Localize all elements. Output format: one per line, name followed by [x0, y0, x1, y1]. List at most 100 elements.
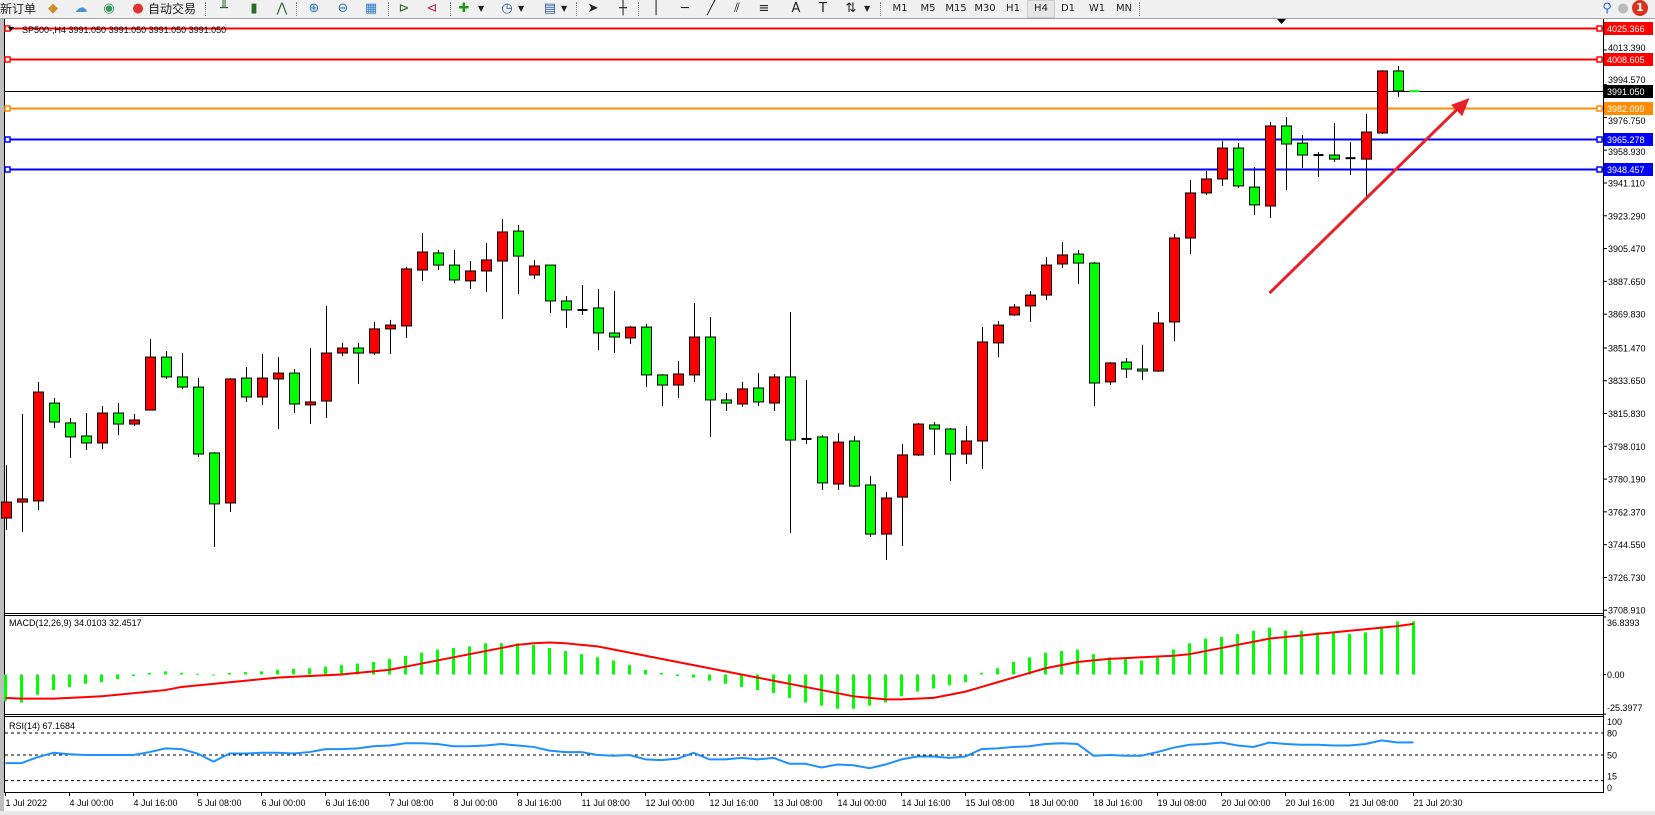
auto-trading-button[interactable]: 自动交易	[148, 2, 197, 16]
line-handle[interactable]	[1596, 56, 1603, 63]
candle-body	[865, 484, 876, 535]
chart-menu-triangle-icon[interactable]	[8, 27, 14, 31]
indicators-icon[interactable]: ✚	[458, 1, 470, 16]
candle	[65, 417, 76, 458]
notification-icon[interactable]: ●	[1617, 1, 1629, 16]
new-order-button[interactable]: 新订单	[0, 2, 37, 16]
line-handle[interactable]	[4, 105, 11, 112]
line-handle[interactable]	[1596, 105, 1603, 112]
candle-body	[129, 419, 140, 425]
macd-histogram-bar	[564, 651, 567, 675]
candle	[1313, 152, 1324, 177]
timeframe-mn[interactable]: MN	[1115, 3, 1133, 14]
timeframe-w1[interactable]: W1	[1088, 3, 1106, 14]
candle-body	[1105, 362, 1116, 383]
price-label-box	[1604, 22, 1653, 35]
macd-histogram-bar	[484, 643, 487, 675]
periods-icon[interactable]: ◷	[501, 1, 513, 16]
timeframe-m5[interactable]: M5	[920, 3, 936, 14]
timeframe-h1[interactable]: H1	[1006, 3, 1020, 14]
timeframe-d1[interactable]: D1	[1060, 3, 1076, 14]
price-axis[interactable]: 4013.390 3994.570 3976.750 3958.930 3941.110…	[1603, 43, 1646, 616]
chart-shift-marker-icon[interactable]	[1277, 19, 1286, 24]
chart-shift-icon[interactable]: ⊲	[426, 1, 438, 16]
equidistant-channel-icon[interactable]: ⫽	[734, 1, 740, 16]
templates-dropdown-icon[interactable]: ▼	[561, 4, 568, 13]
macd-histogram-bar	[612, 660, 615, 675]
text-icon[interactable]: A	[791, 1, 801, 16]
macd-histogram-bar	[884, 674, 887, 703]
candlestick-icon[interactable]: ▮	[250, 1, 258, 16]
arrow-head-icon[interactable]	[1451, 98, 1470, 117]
cursor-icon[interactable]: ➤	[587, 1, 599, 16]
rsi-axis-label: 0	[1607, 783, 1612, 793]
signals-icon[interactable]: ◉	[103, 1, 115, 16]
line-chart-icon[interactable]: ⋀	[276, 1, 288, 16]
candle	[321, 305, 332, 418]
candle	[1377, 70, 1388, 135]
candle-body	[497, 231, 508, 262]
candle	[193, 378, 204, 457]
candle	[865, 475, 876, 538]
candle	[1249, 167, 1260, 216]
macd-histogram-bar	[708, 674, 711, 681]
candle	[449, 249, 460, 284]
candle-body	[1393, 70, 1404, 92]
timeframe-m30[interactable]: M30	[974, 3, 996, 14]
zoom-out-icon[interactable]: ⊖	[337, 1, 349, 16]
trendline-icon[interactable]: ╱	[707, 1, 715, 16]
arrows-dropdown-icon[interactable]: ▼	[864, 4, 871, 13]
crosshair-icon[interactable]: ┼	[619, 1, 627, 16]
search-icon[interactable]: ⚲	[1602, 1, 1612, 16]
macd-histogram-bar	[516, 643, 519, 675]
line-handle[interactable]	[1596, 25, 1603, 32]
horizontal-line-icon[interactable]: ─	[681, 1, 689, 16]
line-handle[interactable]	[1596, 136, 1603, 143]
arrows-icon[interactable]: ⇅	[845, 1, 857, 16]
timeframe-m15[interactable]: M15	[945, 3, 967, 14]
vertical-line-icon[interactable]: │	[652, 1, 660, 16]
time-label: 14 Jul 16:00	[902, 798, 951, 808]
periods-dropdown-icon[interactable]: ▼	[518, 4, 525, 13]
candle	[113, 403, 124, 436]
autoscroll-icon[interactable]: ⊳	[398, 1, 410, 16]
time-axis[interactable]: 1 Jul 2022 4 Jul 00:00 4 Jul 16:00 5 Jul 08…	[5, 792, 1463, 808]
timeframe-h4[interactable]: H4	[1027, 0, 1055, 18]
tile-windows-icon[interactable]: ▦	[364, 1, 378, 16]
candle-body	[465, 270, 476, 282]
timeframe-m1[interactable]: M1	[892, 3, 908, 14]
line-handle[interactable]	[4, 166, 11, 173]
templates-icon[interactable]: ▤	[543, 1, 557, 16]
arrow-line[interactable]	[1268, 103, 1463, 295]
auto-trading-icon[interactable]: ●	[132, 1, 144, 16]
price-label: 4025.366	[1607, 24, 1645, 34]
candle-body	[705, 336, 716, 401]
macd-histogram-bar	[1364, 632, 1367, 675]
candle	[1345, 141, 1356, 175]
bar-chart-icon[interactable]: ╨	[220, 1, 228, 16]
fibonacci-icon[interactable]: ≡	[758, 1, 770, 16]
line-handle[interactable]	[4, 56, 11, 63]
candle-body	[529, 265, 540, 276]
candle	[129, 413, 140, 427]
candle	[1361, 114, 1372, 199]
candle-body	[177, 376, 188, 388]
toolbar: 新订单 ◆ ☁ ◉ ● 自动交易 ╨ ▮ ⋀ ⊕ ⊖ ▦ ⊳ ⊲ ✚ ▼ ◷ ▼ ▤…	[0, 0, 1655, 19]
notification-badge[interactable]: 1	[1632, 0, 1648, 16]
candle-body	[721, 399, 732, 404]
window-border	[0, 19, 4, 815]
rsi-line	[5, 739, 1414, 770]
candle-body	[1297, 142, 1308, 156]
metaeditor-icon[interactable]: ◆	[48, 1, 58, 16]
indicators-dropdown-icon[interactable]: ▼	[478, 4, 485, 13]
line-handle[interactable]	[4, 136, 11, 143]
line-handle[interactable]	[1596, 166, 1603, 173]
candle	[17, 413, 28, 533]
zoom-in-icon[interactable]: ⊕	[308, 1, 320, 16]
candle	[977, 327, 988, 469]
market-watch-icon[interactable]: ☁	[74, 1, 88, 16]
trend-arrow[interactable]	[1268, 98, 1470, 295]
candle	[1201, 171, 1212, 195]
text-label-icon[interactable]: T	[819, 1, 827, 16]
